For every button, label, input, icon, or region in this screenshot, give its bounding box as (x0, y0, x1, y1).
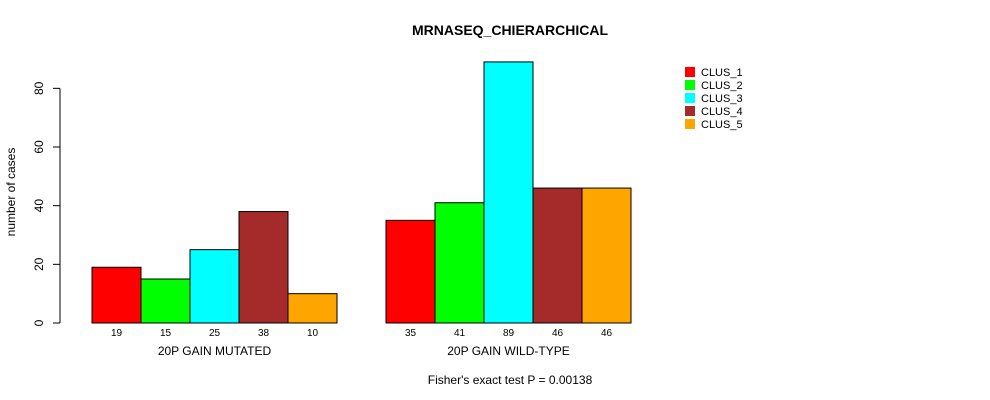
bar-clus-5-group-1 (287, 293, 338, 324)
bar-clus-4-group-1 (238, 211, 289, 324)
legend-label-clus-4: CLUS_4 (701, 106, 743, 118)
bar-clus-3-group-1 (189, 249, 240, 324)
legend-swatch-clus-2 (685, 80, 695, 90)
bar-clus-5-group-2 (581, 187, 632, 324)
group-labels: 20P GAIN MUTATED 20P GAIN WILD-TYPE (158, 344, 570, 358)
y-axis-label: number of cases (4, 148, 18, 237)
legend-swatch-clus-1 (685, 67, 695, 77)
bars-group: 19 15 25 38 10 35 41 89 46 46 (91, 61, 632, 339)
bar-count-label: 41 (454, 328, 466, 339)
bar-count-label: 38 (258, 328, 270, 339)
bar-count-label: 46 (601, 328, 613, 339)
legend-label-clus-3: CLUS_3 (701, 93, 743, 105)
bar-clus-2-group-1 (140, 278, 191, 324)
group-label-2: 20P GAIN WILD-TYPE (447, 344, 569, 358)
legend-swatch-clus-3 (685, 93, 695, 103)
bar-count-label: 19 (111, 328, 123, 339)
chart-title: MRNASEQ_CHIERARCHICAL (412, 22, 608, 38)
y-tick-label: 40 (32, 199, 46, 213)
bar-clus-1-group-1 (91, 266, 142, 324)
bar-count-label: 25 (209, 328, 221, 339)
legend-swatch-clus-4 (685, 106, 695, 116)
bar-count-label: 10 (307, 328, 319, 339)
y-axis: 0 20 40 60 80 (32, 81, 61, 326)
bar-count-label: 15 (160, 328, 172, 339)
legend-label-clus-5: CLUS_5 (701, 119, 743, 131)
bar-count-label: 89 (503, 328, 515, 339)
y-tick-label: 60 (32, 140, 46, 154)
bar-count-label: 46 (552, 328, 564, 339)
bar-clus-3-group-2 (483, 61, 534, 324)
y-tick-label: 0 (32, 319, 46, 326)
legend-label-clus-1: CLUS_1 (701, 67, 743, 79)
y-tick-label: 80 (32, 81, 46, 95)
bar-clus-2-group-2 (434, 202, 485, 324)
group-label-1: 20P GAIN MUTATED (158, 344, 272, 358)
bar-count-label: 35 (405, 328, 417, 339)
fisher-test-footnote: Fisher's exact test P = 0.00138 (428, 373, 593, 387)
y-tick-label: 20 (32, 257, 46, 271)
legend-label-clus-2: CLUS_2 (701, 80, 743, 92)
bar-clus-1-group-2 (385, 219, 436, 324)
bar-clus-4-group-2 (532, 187, 583, 324)
legend-swatch-clus-5 (685, 119, 695, 129)
